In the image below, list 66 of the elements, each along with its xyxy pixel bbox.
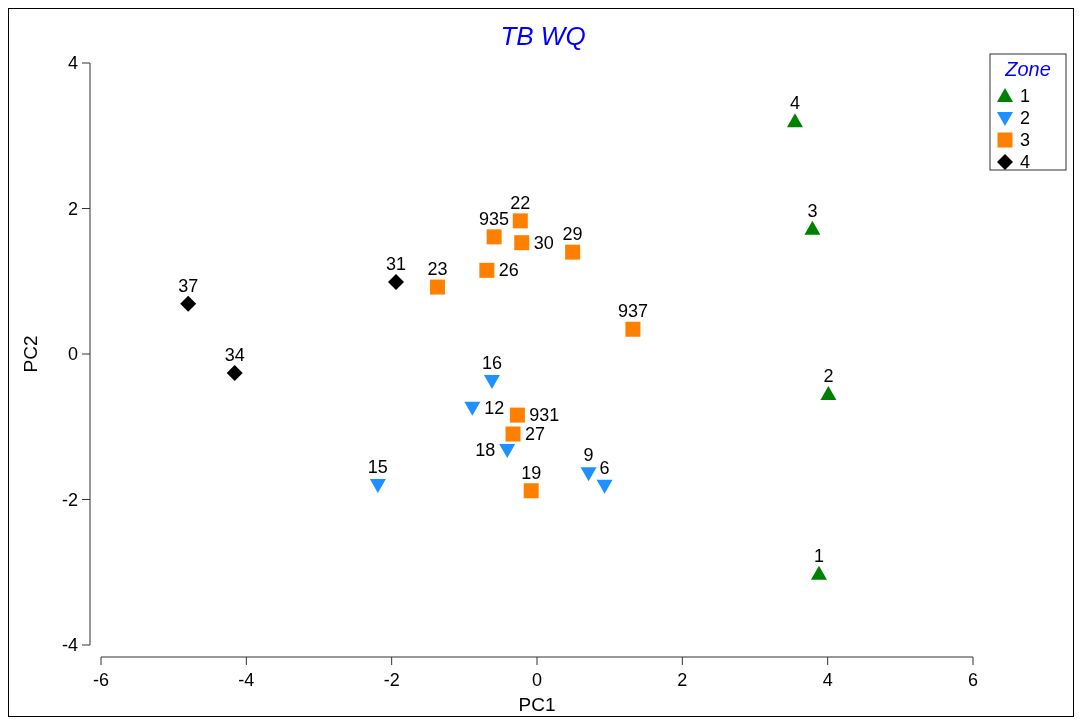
annotation: 18 bbox=[475, 440, 496, 461]
point bbox=[509, 407, 525, 423]
annotation: 12 bbox=[484, 397, 505, 418]
point bbox=[820, 386, 837, 401]
x-tick-label: -2 bbox=[383, 670, 400, 690]
point bbox=[226, 364, 243, 381]
x-tick-label: -6 bbox=[92, 670, 110, 690]
point bbox=[512, 213, 528, 229]
annotation: 3 bbox=[807, 200, 818, 221]
point bbox=[479, 262, 495, 278]
point bbox=[625, 321, 641, 337]
annotation: 6 bbox=[599, 457, 610, 478]
point bbox=[369, 478, 386, 493]
x-tick-label: -4 bbox=[238, 670, 255, 690]
annotation: 30 bbox=[533, 232, 554, 253]
annotation: 9 bbox=[583, 445, 594, 466]
annotation: 937 bbox=[617, 301, 648, 322]
annotation: 2 bbox=[823, 366, 834, 387]
x-tick-label: 6 bbox=[967, 670, 979, 690]
legend-label: 2 bbox=[1020, 108, 1031, 128]
x-tick-label: 0 bbox=[531, 670, 543, 690]
annotation: 935 bbox=[479, 208, 510, 229]
y-tick-label: 4 bbox=[67, 53, 78, 73]
x-tick-label: 2 bbox=[677, 670, 688, 690]
annotation: 26 bbox=[498, 260, 519, 281]
point bbox=[499, 444, 516, 459]
y-tick-label: -4 bbox=[61, 635, 78, 655]
point bbox=[596, 479, 613, 494]
annotation: 27 bbox=[525, 424, 546, 445]
point bbox=[388, 273, 405, 290]
point bbox=[786, 113, 803, 128]
point bbox=[565, 244, 581, 260]
point bbox=[810, 565, 827, 580]
annotation: 931 bbox=[529, 405, 560, 426]
legend-label: 3 bbox=[1020, 130, 1031, 150]
point bbox=[429, 279, 445, 295]
point bbox=[180, 295, 197, 312]
point bbox=[580, 467, 597, 482]
legend-label: 1 bbox=[1020, 86, 1031, 106]
x-tick-label: 4 bbox=[822, 670, 833, 690]
point bbox=[486, 229, 502, 245]
annotation: 31 bbox=[386, 253, 407, 274]
x-axis-title: PC1 bbox=[518, 694, 556, 715]
annotation: 22 bbox=[510, 192, 531, 213]
y-tick-label: 2 bbox=[67, 198, 78, 219]
point bbox=[514, 235, 530, 251]
annotation: 34 bbox=[224, 344, 245, 365]
point bbox=[464, 401, 481, 416]
legend-title: Zone bbox=[1004, 58, 1051, 80]
annotation: 23 bbox=[427, 259, 448, 280]
annotation: 4 bbox=[789, 93, 800, 114]
point bbox=[523, 483, 539, 499]
legend-label: 4 bbox=[1020, 152, 1031, 172]
chart-title: TB WQ bbox=[500, 21, 586, 51]
annotation: 29 bbox=[562, 224, 583, 245]
annotation: 19 bbox=[521, 462, 542, 483]
y-tick-label: 0 bbox=[67, 344, 78, 364]
annotation: 16 bbox=[481, 352, 502, 373]
annotation: 15 bbox=[367, 456, 388, 477]
y-tick-label: -2 bbox=[61, 489, 78, 510]
point bbox=[505, 426, 521, 442]
annotation: 1 bbox=[813, 545, 824, 566]
point bbox=[804, 220, 821, 235]
y-axis-title: PC2 bbox=[20, 335, 41, 373]
annotation: 37 bbox=[178, 275, 199, 296]
point bbox=[483, 374, 500, 389]
